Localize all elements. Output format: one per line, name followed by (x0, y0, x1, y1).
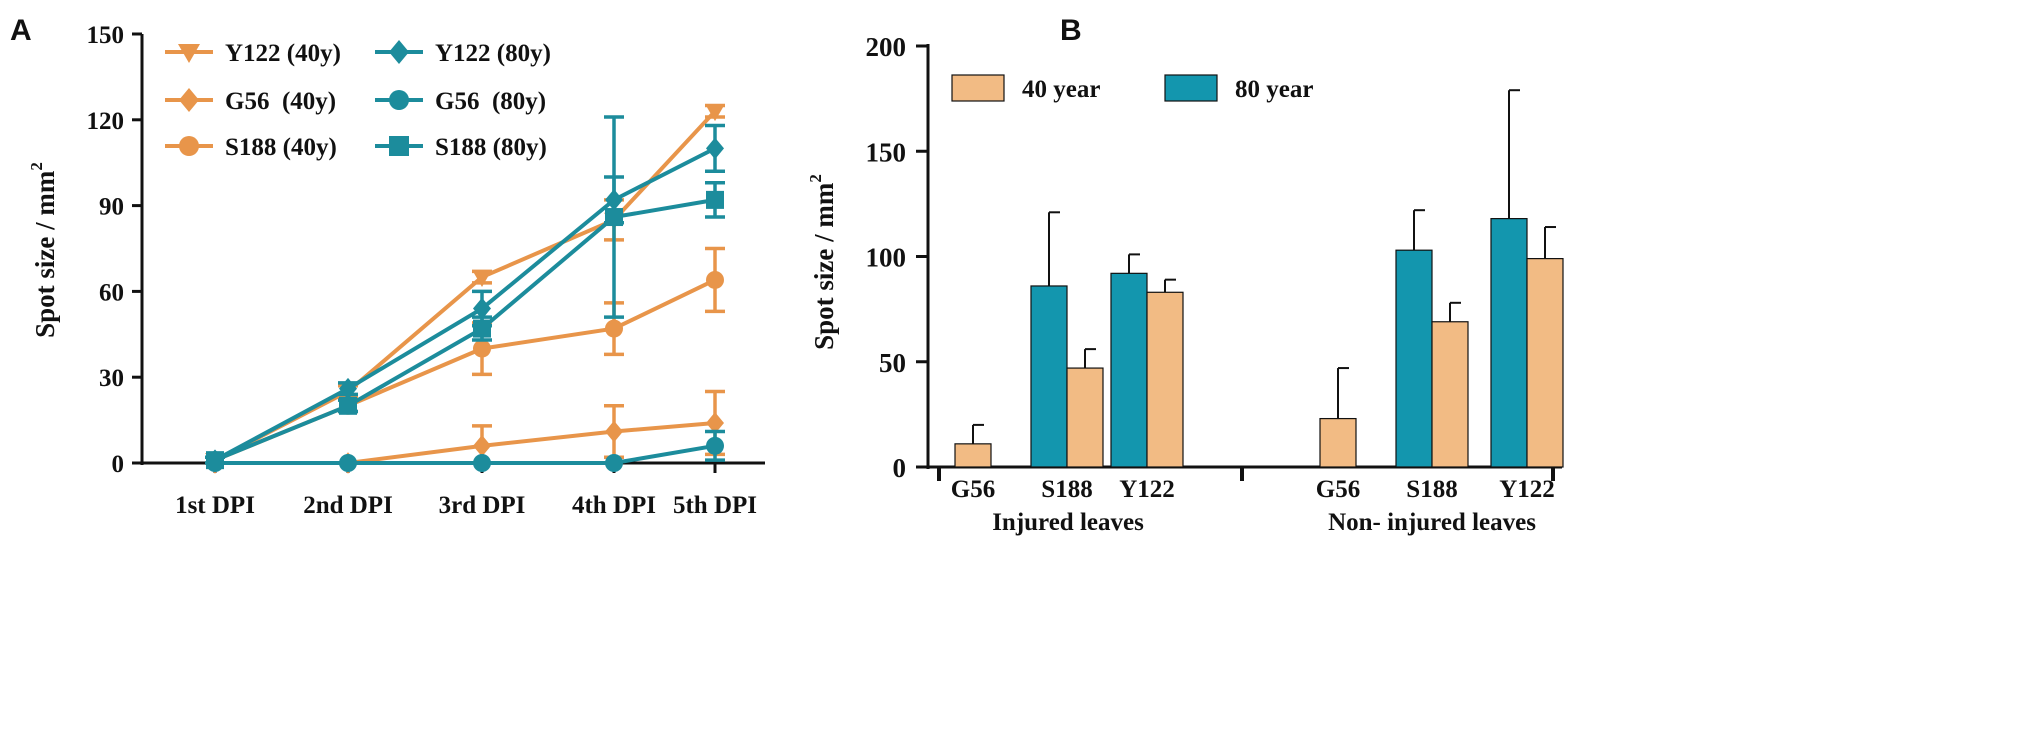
series-4 (206, 429, 725, 472)
x-tick-label: 5th DPI (673, 492, 757, 519)
y-tick-label: 120 (87, 108, 125, 135)
series-5 (205, 115, 725, 470)
panel-a-line-chart: 0 30 60 90 120 150 1st DPI 2nd DPI 3rd DPI 4th DP… (27, 22, 765, 519)
data-point (706, 270, 724, 289)
bar (1395, 249, 1433, 468)
bar (1066, 367, 1104, 468)
legend-label: 40 year (1022, 76, 1100, 103)
data-point (605, 420, 623, 443)
legend-marker (389, 136, 409, 156)
x-tick-label: 3rd DPI (439, 492, 526, 519)
y-tick-label: 90 (99, 194, 124, 221)
y-tick-label: 200 (866, 32, 907, 62)
category-label: Y122 (1499, 476, 1555, 503)
x-tick-label: 2nd DPI (303, 492, 393, 519)
panel-a-letter: A (10, 14, 32, 47)
y-tick-label: 0 (893, 453, 907, 483)
data-point (605, 319, 623, 338)
y-tick-label: 30 (99, 365, 124, 392)
group-label: Injured leaves (992, 509, 1144, 536)
data-point (705, 104, 725, 122)
data-point (473, 435, 491, 457)
y-tick-label: 150 (87, 22, 125, 49)
bar (1319, 417, 1357, 468)
legend-label: Y122 (80y) (435, 40, 551, 67)
legend-marker (389, 40, 409, 64)
category-label: S188 (1041, 476, 1092, 503)
x-tick-label: 4th DPI (572, 492, 656, 519)
y-tick-label: 0 (112, 451, 125, 478)
data-point (605, 208, 623, 227)
bar (954, 443, 992, 468)
panel-b-letter: B (1060, 14, 1082, 47)
legend-marker (389, 90, 409, 110)
series-line (214, 278, 716, 462)
series-line (214, 146, 716, 462)
series-3 (205, 123, 725, 471)
legend-marker (178, 44, 200, 63)
y-axis-label: Spot size / mm2 (27, 162, 60, 338)
data-point (339, 454, 357, 472)
data-point (473, 297, 491, 320)
data-point (472, 269, 492, 287)
data-point (473, 339, 491, 358)
legend-label: 80 year (1235, 76, 1313, 103)
category-label: S188 (1406, 476, 1457, 503)
category-label: Y122 (1119, 476, 1175, 503)
y-tick-label: 50 (879, 348, 906, 378)
data-point (473, 319, 491, 338)
legend-label: S188 (40y) (225, 134, 337, 161)
data-point (706, 436, 724, 455)
legend-label: S188 (80y) (435, 134, 547, 161)
y-tick-label: 100 (866, 243, 907, 273)
bar (1526, 258, 1564, 468)
bar-group-1: G56 S188 Y122 Non- injured leaves (1316, 89, 1564, 536)
bar (1146, 291, 1184, 468)
bar (1490, 218, 1528, 468)
bar (1431, 321, 1469, 468)
x-tick-label: 1st DPI (175, 492, 255, 519)
series-line (214, 109, 717, 462)
bar-group-0: G56 S188 Y122 Injured leaves (951, 211, 1184, 536)
series-2 (205, 246, 725, 470)
category-label: G56 (1316, 476, 1360, 503)
y-tick-label: 60 (99, 279, 124, 306)
data-point (339, 396, 357, 415)
data-point (605, 454, 623, 472)
legend-swatch (1164, 74, 1218, 102)
legend-label: Y122 (40y) (225, 40, 341, 67)
data-point (339, 377, 357, 400)
category-label: G56 (951, 476, 995, 503)
y-tick-label: 150 (866, 137, 907, 167)
legend-label: G56 (80y) (435, 88, 546, 115)
bar (1110, 272, 1148, 468)
data-point (706, 190, 724, 209)
bar (1030, 285, 1068, 468)
legend-label: G56 (40y) (225, 88, 336, 115)
legend-swatch (951, 74, 1005, 102)
y-axis-label: Spot size / mm2 (806, 174, 839, 350)
legend-marker (179, 88, 199, 112)
group-label: Non- injured leaves (1328, 509, 1536, 536)
panel-b-bar-chart: 0 50 100 150 200 Spot size / mm2 G56 S188 Y122 In… (806, 32, 1564, 536)
data-point (206, 451, 224, 470)
legend-marker (179, 136, 199, 156)
data-point (473, 454, 491, 472)
data-point (706, 137, 724, 160)
data-point (706, 412, 724, 434)
